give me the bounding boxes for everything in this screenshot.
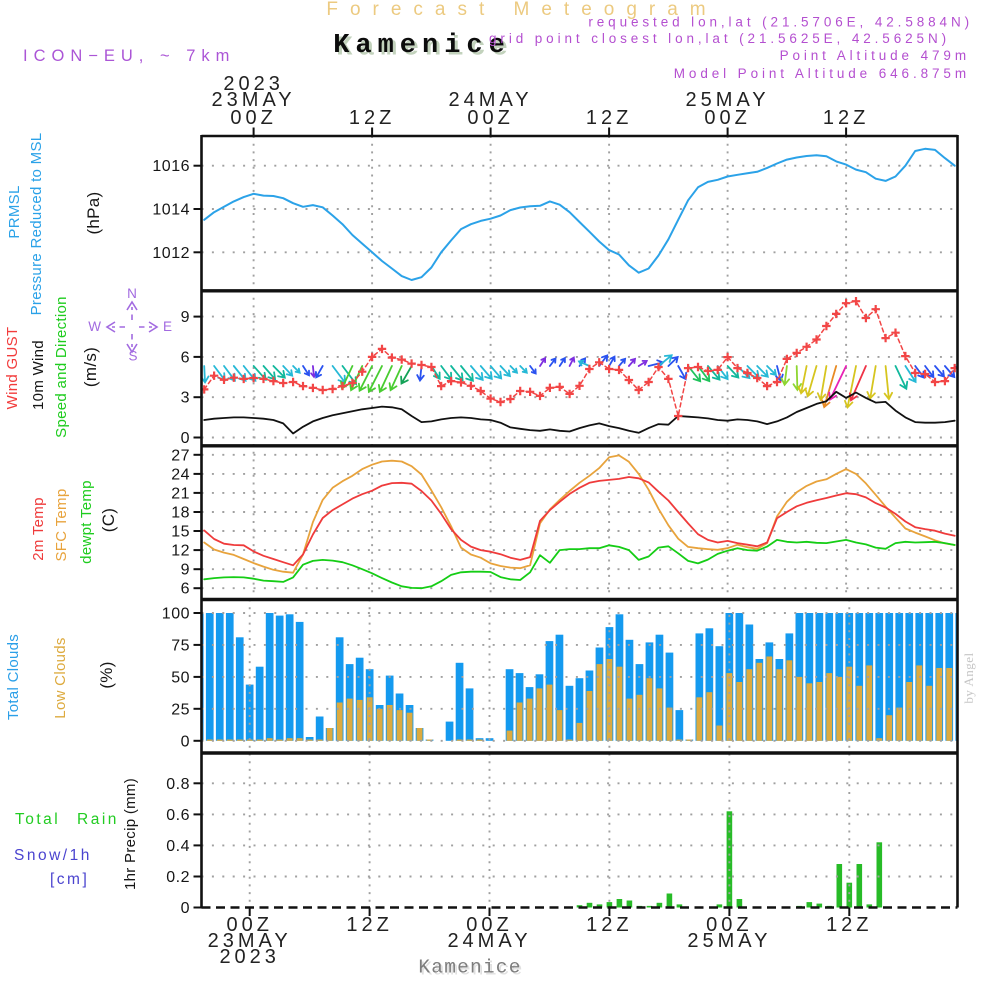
svg-text:Total Clouds: Total Clouds [5, 634, 22, 720]
svg-text:24: 24 [171, 466, 190, 483]
svg-text:N: N [127, 286, 137, 301]
svg-text:[cm]: [cm] [50, 871, 89, 888]
svg-text:2023: 2023 [223, 73, 284, 95]
svg-text:12Z: 12Z [826, 914, 872, 936]
svg-text:15: 15 [171, 524, 190, 541]
svg-text:dewpt Temp: dewpt Temp [78, 480, 95, 564]
svg-text:6: 6 [181, 581, 190, 598]
svg-text:Kamenice: Kamenice [333, 31, 511, 61]
svg-text:23MAY: 23MAY [212, 89, 296, 111]
svg-text:12Z: 12Z [346, 914, 392, 936]
svg-text:ICON−EU, ~ 7km: ICON−EU, ~ 7km [23, 47, 235, 65]
svg-text:100: 100 [162, 606, 190, 623]
svg-text:10m Wind: 10m Wind [30, 340, 47, 410]
svg-text:(m/s): (m/s) [81, 347, 100, 387]
svg-text:25MAY: 25MAY [687, 930, 771, 952]
svg-text:2m Temp: 2m Temp [30, 497, 47, 561]
svg-text:00Z: 00Z [706, 914, 752, 936]
svg-text:1012: 1012 [152, 245, 190, 262]
svg-text:00Z: 00Z [226, 914, 272, 936]
svg-text:Model Point Altitude 646.875m: Model Point Altitude 646.875m [674, 66, 970, 81]
svg-text:12Z: 12Z [823, 107, 869, 129]
svg-text:Snow/1h: Snow/1h [14, 847, 92, 864]
svg-text:12Z: 12Z [586, 914, 632, 936]
svg-text:6: 6 [181, 349, 190, 366]
svg-text:0: 0 [181, 733, 190, 750]
svg-text:SFC Temp: SFC Temp [53, 489, 70, 562]
svg-text:25MAY: 25MAY [686, 89, 770, 111]
svg-text:Forecast Meteogram: Forecast Meteogram [326, 0, 717, 20]
svg-text:requested lon,lat (21.5706E, 4: requested lon,lat (21.5706E, 42.5884N) [588, 15, 973, 30]
svg-text:9: 9 [181, 562, 190, 579]
svg-text:Low Clouds: Low Clouds [52, 637, 69, 718]
svg-text:(hPa): (hPa) [84, 191, 103, 234]
svg-text:24MAY: 24MAY [449, 89, 533, 111]
svg-text:21: 21 [171, 485, 190, 502]
svg-text:1014: 1014 [152, 202, 190, 219]
svg-text:1hr Precip (mm): 1hr Precip (mm) [122, 778, 139, 890]
svg-text:(C): (C) [99, 508, 118, 533]
svg-text:E: E [163, 319, 172, 334]
svg-text:12Z: 12Z [586, 107, 632, 129]
svg-text:grid point closest lon,lat (21: grid point closest lon,lat (21.5625E, 42… [489, 31, 950, 46]
svg-text:1016: 1016 [152, 158, 190, 175]
svg-text:Speed and Direction: Speed and Direction [53, 296, 70, 438]
svg-text:Total: Total [15, 811, 60, 828]
svg-text:25: 25 [171, 701, 190, 718]
svg-text:00Z: 00Z [704, 107, 750, 129]
svg-text:Pressure Reduced to MSL: Pressure Reduced to MSL [28, 133, 45, 316]
svg-text:0.2: 0.2 [166, 869, 190, 886]
svg-text:75: 75 [171, 637, 190, 654]
svg-text:18: 18 [171, 505, 190, 522]
svg-text:0.6: 0.6 [166, 807, 190, 824]
svg-text:Rain: Rain [77, 811, 119, 828]
svg-text:3: 3 [181, 390, 190, 407]
svg-text:Point Altitude 479m: Point Altitude 479m [780, 48, 970, 63]
svg-text:50: 50 [171, 669, 190, 686]
svg-text:PRMSL: PRMSL [6, 185, 23, 238]
svg-text:by Angel: by Angel [961, 652, 976, 703]
svg-text:12Z: 12Z [349, 107, 395, 129]
svg-text:00Z: 00Z [466, 914, 512, 936]
svg-text:24MAY: 24MAY [447, 930, 531, 952]
svg-text:0.4: 0.4 [166, 838, 190, 855]
svg-text:Kamenice: Kamenice [418, 957, 521, 979]
svg-text:00Z: 00Z [230, 107, 276, 129]
svg-text:W: W [88, 319, 101, 334]
svg-text:23MAY: 23MAY [208, 930, 292, 952]
svg-text:Wind GUST: Wind GUST [4, 327, 21, 410]
svg-text:00Z: 00Z [467, 107, 513, 129]
svg-text:27: 27 [171, 447, 190, 464]
svg-text:0: 0 [181, 430, 190, 447]
svg-text:9: 9 [181, 309, 190, 326]
svg-text:12: 12 [171, 543, 190, 560]
svg-text:0.8: 0.8 [166, 776, 190, 793]
svg-text:0: 0 [181, 900, 190, 917]
svg-text:2023: 2023 [219, 946, 280, 968]
svg-text:(%): (%) [97, 661, 116, 688]
svg-text:S: S [128, 349, 137, 364]
